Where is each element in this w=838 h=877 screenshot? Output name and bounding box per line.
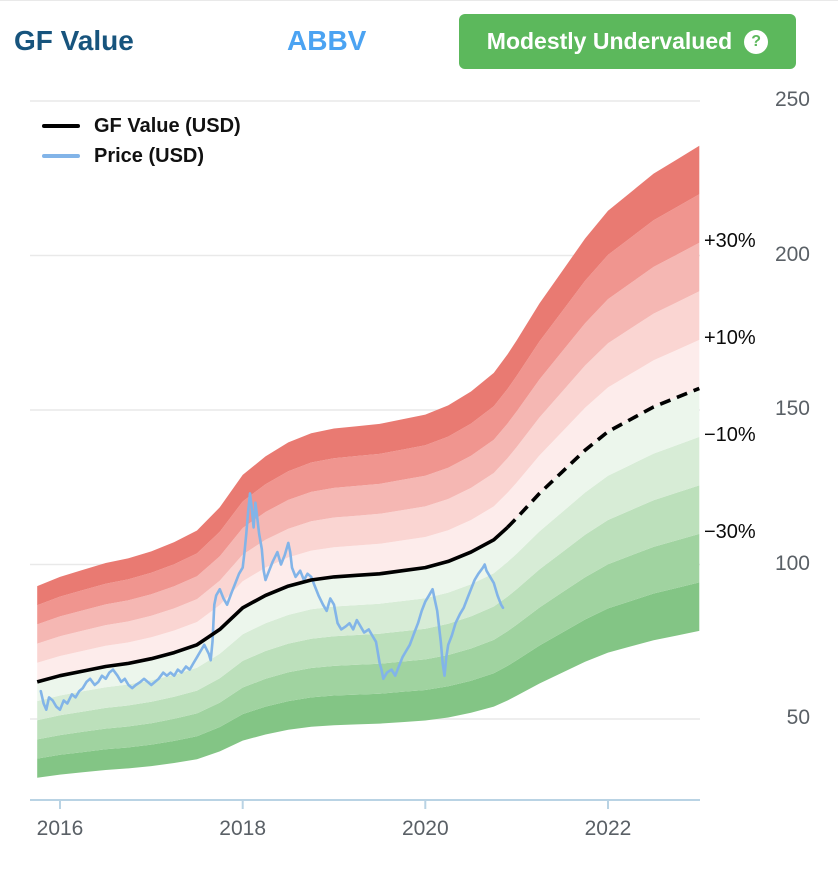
widget-title: GF Value (14, 25, 134, 56)
x-axis-tick-label: 2018 (219, 817, 267, 840)
y-axis-tick-label: 150 (774, 397, 810, 420)
legend-item-gf-value: GF Value (USD) (42, 111, 241, 141)
gf-value-line-projection (506, 386, 700, 529)
valuation-band (37, 533, 700, 759)
valuation-badge-label: Modestly Undervalued (486, 28, 733, 54)
chart-legend: GF Value (USD) Price (USD) (42, 111, 241, 171)
price-line-swatch (42, 154, 80, 158)
x-axis-tick-label: 2020 (401, 817, 449, 840)
legend-item-price: Price (USD) (42, 141, 241, 171)
y-axis-tick-label: 250 (774, 88, 810, 111)
valuation-badge[interactable]: Modestly Undervalued ? (459, 14, 796, 69)
valuation-band (37, 194, 700, 625)
valuation-band (37, 242, 700, 644)
band-label: −10% (704, 423, 756, 446)
gf-value-line (36, 526, 509, 684)
valuation-band (37, 145, 700, 606)
legend-label-gf-value: GF Value (USD) (94, 114, 241, 137)
gf-value-line-swatch (42, 124, 80, 128)
valuation-band (37, 485, 700, 740)
y-axis-tick-label: 100 (774, 551, 810, 575)
y-axis-tick-label: 200 (774, 242, 810, 266)
valuation-band (37, 291, 700, 663)
band-label: +30% (704, 229, 756, 252)
price-line (39, 492, 505, 712)
x-axis-tick-label: 2022 (584, 817, 632, 840)
band-label: −30% (704, 520, 756, 543)
valuation-band (37, 436, 700, 721)
ticker-symbol: ABBV (287, 25, 367, 56)
band-label: +10% (704, 326, 756, 349)
legend-label-price: Price (USD) (94, 144, 205, 167)
valuation-band (37, 582, 700, 778)
y-axis-tick-label: 50 (786, 706, 810, 729)
x-axis-tick-label: 2016 (36, 817, 84, 840)
valuation-band (37, 339, 700, 682)
help-icon[interactable]: ? (744, 29, 769, 54)
